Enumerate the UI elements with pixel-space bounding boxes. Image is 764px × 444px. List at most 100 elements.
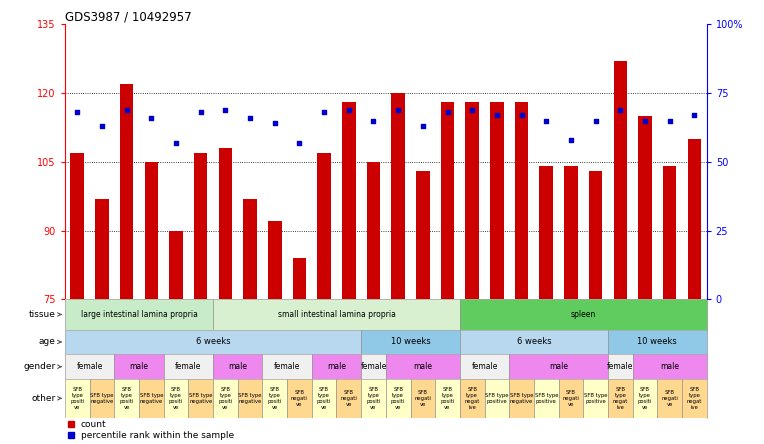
- Bar: [539, 166, 553, 299]
- Text: SFB
negati
ve: SFB negati ve: [562, 390, 579, 407]
- Bar: [262, 354, 312, 379]
- Text: male: male: [129, 362, 148, 371]
- Bar: [65, 299, 213, 329]
- Text: SFB type
positive: SFB type positive: [485, 393, 509, 404]
- Text: SFB
type
positi
ve: SFB type positi ve: [119, 387, 134, 409]
- Bar: [243, 198, 257, 299]
- Text: percentile rank within the sample: percentile rank within the sample: [81, 431, 234, 440]
- Point: [219, 106, 231, 113]
- Bar: [213, 354, 262, 379]
- Point: [195, 109, 207, 116]
- Bar: [534, 379, 558, 417]
- Text: SFB type
negative: SFB type negative: [140, 393, 163, 404]
- Text: SFB
type
positi
ve: SFB type positi ve: [169, 387, 183, 409]
- Text: SFB
type
negat
ive: SFB type negat ive: [465, 387, 480, 409]
- Text: female: female: [76, 362, 103, 371]
- Bar: [633, 354, 707, 379]
- Point: [590, 117, 602, 124]
- Bar: [435, 379, 460, 417]
- Text: large intestinal lamina propria: large intestinal lamina propria: [80, 310, 197, 319]
- Point: [614, 106, 626, 113]
- Point: [490, 111, 503, 119]
- Point: [318, 109, 330, 116]
- Bar: [213, 299, 460, 329]
- Point: [343, 106, 355, 113]
- Point: [96, 123, 108, 130]
- Text: male: male: [549, 362, 568, 371]
- Bar: [367, 162, 380, 299]
- Text: male: male: [327, 362, 346, 371]
- Point: [71, 109, 83, 116]
- Text: SFB
negati
ve: SFB negati ve: [661, 390, 678, 407]
- Bar: [120, 84, 134, 299]
- Bar: [510, 354, 608, 379]
- Text: female: female: [274, 362, 300, 371]
- Bar: [65, 354, 115, 379]
- Text: 10 weeks: 10 weeks: [637, 337, 677, 346]
- Bar: [317, 153, 331, 299]
- Bar: [663, 166, 676, 299]
- Text: SFB
type
negat
ive: SFB type negat ive: [687, 387, 702, 409]
- Text: SFB type
negative: SFB type negative: [189, 393, 212, 404]
- Text: female: female: [607, 362, 633, 371]
- Text: SFB
negati
ve: SFB negati ve: [340, 390, 358, 407]
- Bar: [70, 153, 84, 299]
- Bar: [194, 153, 208, 299]
- Bar: [682, 379, 707, 417]
- Bar: [558, 379, 583, 417]
- Point: [540, 117, 552, 124]
- Bar: [115, 379, 139, 417]
- Bar: [65, 329, 361, 354]
- Bar: [312, 379, 336, 417]
- Text: SFB
type
positi
ve: SFB type positi ve: [391, 387, 406, 409]
- Point: [244, 115, 256, 122]
- Bar: [361, 354, 386, 379]
- Bar: [460, 329, 608, 354]
- Bar: [465, 102, 479, 299]
- Point: [145, 115, 157, 122]
- Point: [392, 106, 404, 113]
- Bar: [268, 222, 282, 299]
- Text: 6 weeks: 6 weeks: [196, 337, 231, 346]
- Text: SFB
type
positi
ve: SFB type positi ve: [70, 387, 85, 409]
- Text: age: age: [38, 337, 55, 346]
- Point: [416, 123, 429, 130]
- Text: SFB
type
positi
ve: SFB type positi ve: [366, 387, 380, 409]
- Bar: [657, 379, 682, 417]
- Bar: [213, 379, 238, 417]
- Bar: [287, 379, 312, 417]
- Bar: [510, 379, 534, 417]
- Bar: [515, 102, 529, 299]
- Bar: [262, 379, 287, 417]
- Bar: [460, 379, 484, 417]
- Bar: [410, 379, 435, 417]
- Point: [121, 106, 133, 113]
- Point: [688, 111, 701, 119]
- Text: female: female: [361, 362, 387, 371]
- Text: female: female: [471, 362, 497, 371]
- Bar: [238, 379, 262, 417]
- Bar: [490, 102, 503, 299]
- Text: gender: gender: [23, 362, 55, 371]
- Bar: [633, 379, 657, 417]
- Bar: [638, 116, 652, 299]
- Text: 10 weeks: 10 weeks: [390, 337, 430, 346]
- Bar: [361, 379, 386, 417]
- Text: small intestinal lamina propria: small intestinal lamina propria: [277, 310, 396, 319]
- Bar: [361, 329, 460, 354]
- Bar: [89, 379, 115, 417]
- Text: SFB
type
positi
ve: SFB type positi ve: [317, 387, 332, 409]
- Text: SFB
type
negat
ive: SFB type negat ive: [613, 387, 628, 409]
- Text: SFB type
negative: SFB type negative: [90, 393, 114, 404]
- Bar: [163, 354, 213, 379]
- Text: tissue: tissue: [28, 310, 55, 319]
- Text: 6 weeks: 6 weeks: [516, 337, 552, 346]
- Bar: [386, 379, 410, 417]
- Point: [170, 139, 182, 146]
- Text: SFB type
negative: SFB type negative: [510, 393, 533, 404]
- Bar: [583, 379, 608, 417]
- Bar: [688, 139, 701, 299]
- Text: SFB
type
positi
ve: SFB type positi ve: [440, 387, 455, 409]
- Bar: [564, 166, 578, 299]
- Bar: [115, 354, 163, 379]
